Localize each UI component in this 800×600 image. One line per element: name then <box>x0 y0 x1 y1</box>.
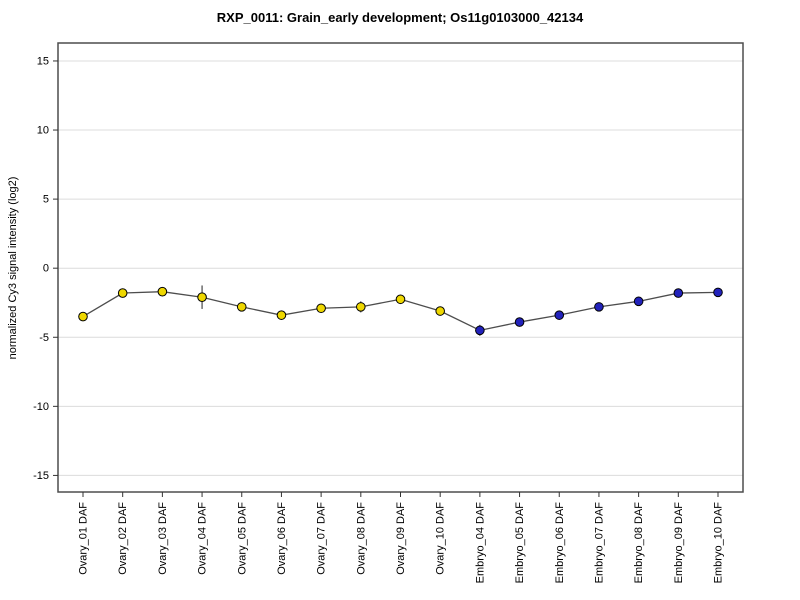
y-tick-label: 15 <box>37 55 49 67</box>
x-category-label: Ovary_02 DAF <box>117 502 129 575</box>
x-category-label: Ovary_04 DAF <box>197 502 209 575</box>
x-category-label: Embryo_10 DAF <box>713 502 725 584</box>
data-point-ovary <box>435 306 445 316</box>
x-category-label: Embryo_04 DAF <box>474 502 486 584</box>
y-tick-label: -15 <box>33 470 49 482</box>
data-point-ovary <box>197 292 207 303</box>
data-point-embryo <box>594 302 604 312</box>
data-point-ovary <box>276 310 287 320</box>
y-axis-label: normalized Cy3 signal intensity (log2) <box>7 177 19 360</box>
data-point-ovary <box>236 302 247 312</box>
data-point-ovary <box>316 303 326 314</box>
data-point-embryo <box>475 325 485 336</box>
y-tick-label: 10 <box>37 125 49 137</box>
x-category-label: Embryo_09 DAF <box>673 502 685 584</box>
y-tick-label: 0 <box>43 263 49 275</box>
data-point-embryo <box>633 296 644 307</box>
y-tick-label: 5 <box>43 194 49 206</box>
x-category-label: Ovary_01 DAF <box>78 502 90 575</box>
x-category-label: Ovary_10 DAF <box>435 502 447 575</box>
chart-title: RXP_0011: Grain_early development; Os11g… <box>217 10 584 25</box>
x-category-label: Ovary_07 DAF <box>316 502 328 575</box>
x-category-label: Embryo_07 DAF <box>593 502 605 584</box>
x-category-label: Ovary_09 DAF <box>395 502 407 575</box>
data-point-ovary <box>117 288 128 298</box>
y-tick-label: -5 <box>39 332 49 344</box>
data-point-ovary <box>356 302 366 312</box>
data-point-ovary <box>157 286 168 297</box>
plot-area: 15 10 5 0 -5 -10 -15 Ovary_01 DAF Ovary_02 DAF Ov… <box>33 42 744 584</box>
data-point-embryo <box>514 317 525 327</box>
x-category-label: Ovary_06 DAF <box>276 502 288 575</box>
x-category-label: Embryo_05 DAF <box>514 502 526 584</box>
data-point-embryo <box>713 287 723 298</box>
x-category-label: Ovary_08 DAF <box>355 502 367 575</box>
x-category-label: Ovary_03 DAF <box>157 502 169 575</box>
data-point-ovary <box>78 311 88 322</box>
data-point-embryo <box>673 288 684 298</box>
data-point-embryo <box>554 310 565 320</box>
plot-box <box>57 42 744 493</box>
x-category-label: Embryo_06 DAF <box>554 502 566 584</box>
x-category-label: Ovary_05 DAF <box>236 502 248 575</box>
x-category-label: Embryo_08 DAF <box>633 502 645 584</box>
data-point-ovary <box>395 294 406 305</box>
y-tick-label: -10 <box>33 401 49 413</box>
